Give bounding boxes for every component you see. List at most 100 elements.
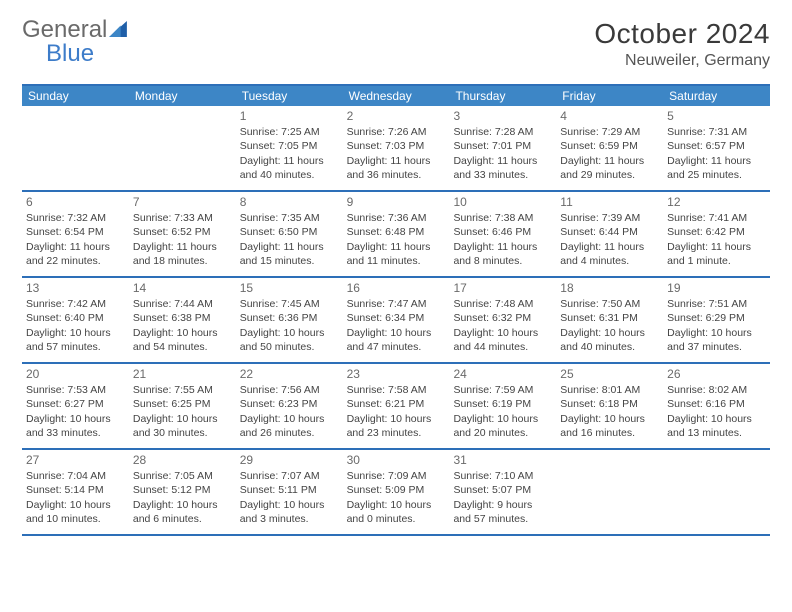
sunset-text: Sunset: 6:59 PM [560,139,659,153]
day-cell: 8Sunrise: 7:35 AMSunset: 6:50 PMDaylight… [236,192,343,276]
dow-tuesday: Tuesday [236,86,343,106]
sunset-text: Sunset: 6:34 PM [347,311,446,325]
day-cell: 25Sunrise: 8:01 AMSunset: 6:18 PMDayligh… [556,364,663,448]
day-cell: 2Sunrise: 7:26 AMSunset: 7:03 PMDaylight… [343,106,450,190]
sunrise-text: Sunrise: 7:42 AM [26,297,125,311]
daylight-text: Daylight: 10 hours and 30 minutes. [133,412,232,440]
sunset-text: Sunset: 6:21 PM [347,397,446,411]
daylight-text: Daylight: 10 hours and 10 minutes. [26,498,125,526]
sunrise-text: Sunrise: 7:59 AM [453,383,552,397]
daylight-text: Daylight: 10 hours and 20 minutes. [453,412,552,440]
sunrise-text: Sunrise: 7:05 AM [133,469,232,483]
sunrise-text: Sunrise: 8:01 AM [560,383,659,397]
daylight-text: Daylight: 10 hours and 26 minutes. [240,412,339,440]
day-cell: 10Sunrise: 7:38 AMSunset: 6:46 PMDayligh… [449,192,556,276]
daylight-text: Daylight: 11 hours and 18 minutes. [133,240,232,268]
day-number: 29 [240,452,339,468]
daylight-text: Daylight: 11 hours and 4 minutes. [560,240,659,268]
day-cell: 12Sunrise: 7:41 AMSunset: 6:42 PMDayligh… [663,192,770,276]
day-cell: 18Sunrise: 7:50 AMSunset: 6:31 PMDayligh… [556,278,663,362]
day-number: 23 [347,366,446,382]
day-number: 6 [26,194,125,210]
day-cell: 24Sunrise: 7:59 AMSunset: 6:19 PMDayligh… [449,364,556,448]
weeks-container: 1Sunrise: 7:25 AMSunset: 7:05 PMDaylight… [22,106,770,536]
sunset-text: Sunset: 5:07 PM [453,483,552,497]
day-cell [663,450,770,534]
day-number: 10 [453,194,552,210]
day-number: 3 [453,108,552,124]
dow-header-row: SundayMondayTuesdayWednesdayThursdayFrid… [22,86,770,106]
calendar-grid: SundayMondayTuesdayWednesdayThursdayFrid… [22,84,770,536]
sunrise-text: Sunrise: 7:07 AM [240,469,339,483]
daylight-text: Daylight: 11 hours and 15 minutes. [240,240,339,268]
sunrise-text: Sunrise: 7:48 AM [453,297,552,311]
day-cell: 26Sunrise: 8:02 AMSunset: 6:16 PMDayligh… [663,364,770,448]
sunrise-text: Sunrise: 7:31 AM [667,125,766,139]
daylight-text: Daylight: 11 hours and 11 minutes. [347,240,446,268]
sunset-text: Sunset: 6:42 PM [667,225,766,239]
day-number: 9 [347,194,446,210]
day-cell: 31Sunrise: 7:10 AMSunset: 5:07 PMDayligh… [449,450,556,534]
daylight-text: Daylight: 10 hours and 6 minutes. [133,498,232,526]
day-number: 1 [240,108,339,124]
day-number: 11 [560,194,659,210]
daylight-text: Daylight: 11 hours and 33 minutes. [453,154,552,182]
sunset-text: Sunset: 6:44 PM [560,225,659,239]
dow-friday: Friday [556,86,663,106]
day-number: 17 [453,280,552,296]
sunrise-text: Sunrise: 7:45 AM [240,297,339,311]
day-number: 22 [240,366,339,382]
sunrise-text: Sunrise: 7:29 AM [560,125,659,139]
day-cell: 16Sunrise: 7:47 AMSunset: 6:34 PMDayligh… [343,278,450,362]
dow-saturday: Saturday [663,86,770,106]
sunrise-text: Sunrise: 7:58 AM [347,383,446,397]
day-number: 15 [240,280,339,296]
sunrise-text: Sunrise: 7:51 AM [667,297,766,311]
sunset-text: Sunset: 6:31 PM [560,311,659,325]
day-number: 24 [453,366,552,382]
location-label: Neuweiler, Germany [594,52,770,70]
day-cell: 14Sunrise: 7:44 AMSunset: 6:38 PMDayligh… [129,278,236,362]
daylight-text: Daylight: 10 hours and 57 minutes. [26,326,125,354]
day-number: 30 [347,452,446,468]
week-row: 27Sunrise: 7:04 AMSunset: 5:14 PMDayligh… [22,450,770,536]
day-number: 26 [667,366,766,382]
sunset-text: Sunset: 5:14 PM [26,483,125,497]
day-number: 5 [667,108,766,124]
sunrise-text: Sunrise: 7:28 AM [453,125,552,139]
sunrise-text: Sunrise: 8:02 AM [667,383,766,397]
daylight-text: Daylight: 10 hours and 13 minutes. [667,412,766,440]
brand-logo: GeneralBlue [22,18,127,66]
sunset-text: Sunset: 6:46 PM [453,225,552,239]
sunset-text: Sunset: 7:03 PM [347,139,446,153]
sunset-text: Sunset: 6:40 PM [26,311,125,325]
day-number: 25 [560,366,659,382]
dow-thursday: Thursday [449,86,556,106]
sunset-text: Sunset: 6:19 PM [453,397,552,411]
day-number: 4 [560,108,659,124]
sunset-text: Sunset: 6:32 PM [453,311,552,325]
day-cell: 1Sunrise: 7:25 AMSunset: 7:05 PMDaylight… [236,106,343,190]
day-cell [22,106,129,190]
sunset-text: Sunset: 5:11 PM [240,483,339,497]
daylight-text: Daylight: 10 hours and 0 minutes. [347,498,446,526]
calendar-page: GeneralBlue October 2024 Neuweiler, Germ… [0,0,792,554]
day-cell: 17Sunrise: 7:48 AMSunset: 6:32 PMDayligh… [449,278,556,362]
daylight-text: Daylight: 10 hours and 44 minutes. [453,326,552,354]
daylight-text: Daylight: 10 hours and 47 minutes. [347,326,446,354]
day-cell: 7Sunrise: 7:33 AMSunset: 6:52 PMDaylight… [129,192,236,276]
day-cell: 9Sunrise: 7:36 AMSunset: 6:48 PMDaylight… [343,192,450,276]
daylight-text: Daylight: 10 hours and 54 minutes. [133,326,232,354]
sunrise-text: Sunrise: 7:39 AM [560,211,659,225]
day-cell: 5Sunrise: 7:31 AMSunset: 6:57 PMDaylight… [663,106,770,190]
day-number: 28 [133,452,232,468]
daylight-text: Daylight: 11 hours and 36 minutes. [347,154,446,182]
brand-part1: General [22,18,107,42]
sunset-text: Sunset: 6:29 PM [667,311,766,325]
sunrise-text: Sunrise: 7:47 AM [347,297,446,311]
dow-sunday: Sunday [22,86,129,106]
daylight-text: Daylight: 10 hours and 3 minutes. [240,498,339,526]
sunset-text: Sunset: 6:36 PM [240,311,339,325]
week-row: 6Sunrise: 7:32 AMSunset: 6:54 PMDaylight… [22,192,770,278]
day-cell: 23Sunrise: 7:58 AMSunset: 6:21 PMDayligh… [343,364,450,448]
